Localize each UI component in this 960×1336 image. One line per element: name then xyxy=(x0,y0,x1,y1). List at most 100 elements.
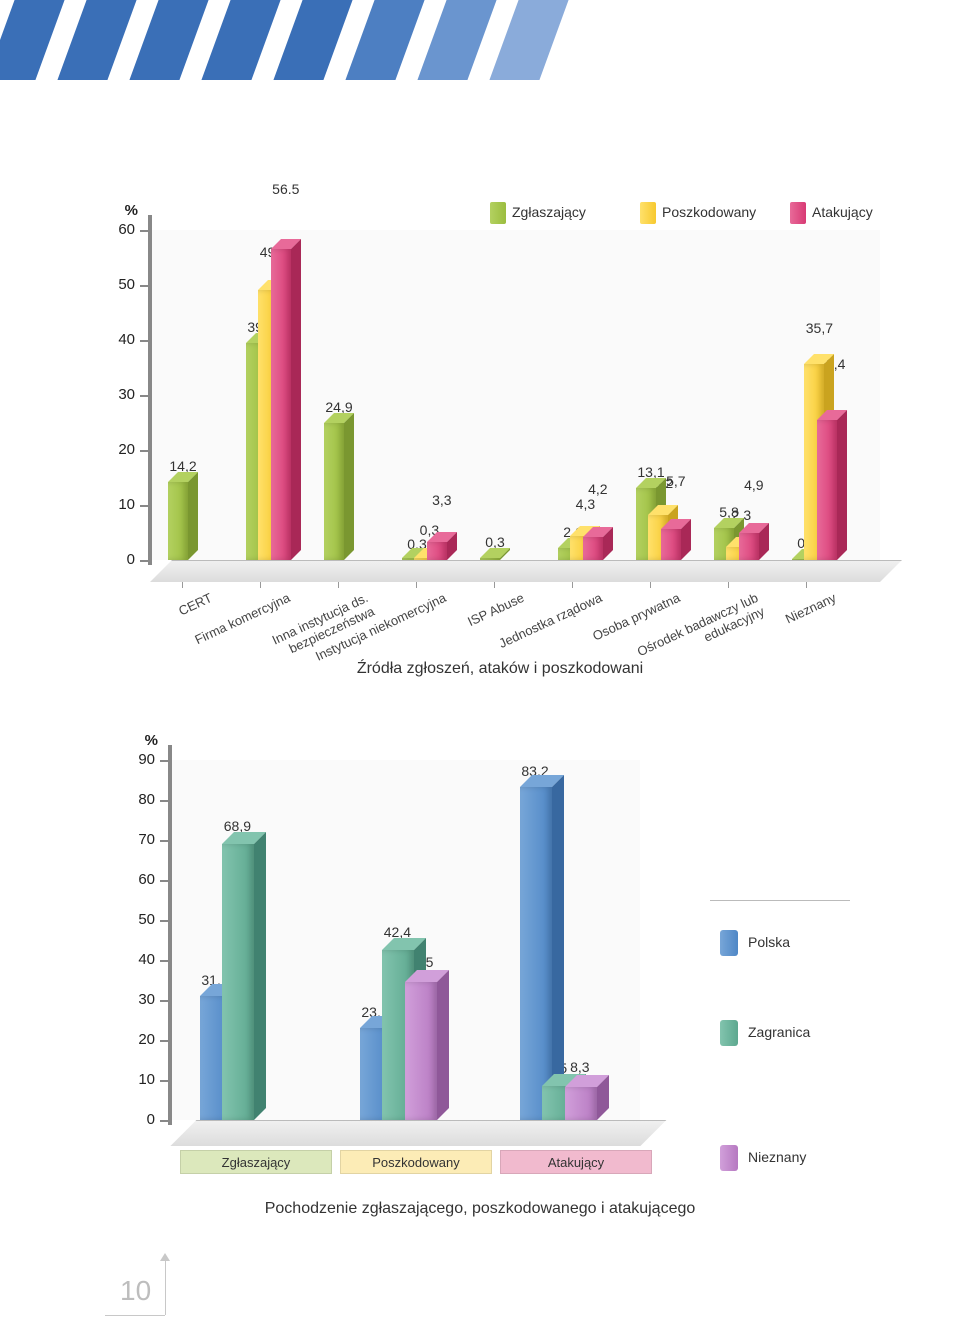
x-tick xyxy=(416,582,417,588)
y-tick xyxy=(160,840,170,842)
bar xyxy=(565,1087,597,1120)
x-category-band: Zgłaszający xyxy=(180,1150,332,1174)
header-stripe xyxy=(50,0,144,80)
header-stripe xyxy=(266,0,360,80)
bar xyxy=(405,982,437,1120)
y-axis-label: % xyxy=(108,202,138,219)
y-tick xyxy=(160,1040,170,1042)
y-tick-label: 10 xyxy=(125,1071,155,1088)
x-tick xyxy=(650,582,651,588)
y-tick xyxy=(140,505,150,507)
chart-origin: %010203040506070809031,168,923,142,434,5… xyxy=(170,760,760,1240)
x-category-band: Atakujący xyxy=(500,1150,652,1174)
x-tick xyxy=(260,582,261,588)
y-tick-label: 30 xyxy=(125,991,155,1008)
header-stripe xyxy=(482,0,576,80)
y-tick-label: 70 xyxy=(125,831,155,848)
x-tick xyxy=(728,582,729,588)
bar xyxy=(168,482,188,560)
x-tick xyxy=(494,582,495,588)
y-tick-label: 60 xyxy=(105,221,135,238)
legend-swatch xyxy=(640,202,656,224)
y-tick-label: 40 xyxy=(105,331,135,348)
bar xyxy=(324,423,344,560)
legend-swatch xyxy=(720,1020,738,1046)
value-label: 3,3 xyxy=(419,492,465,508)
y-tick-label: 0 xyxy=(125,1111,155,1128)
y-tick xyxy=(160,960,170,962)
y-tick xyxy=(160,760,170,762)
y-tick xyxy=(140,230,150,232)
x-category-label: CERT xyxy=(63,590,214,671)
legend-swatch xyxy=(720,1145,738,1171)
legend-divider xyxy=(710,900,850,901)
y-tick xyxy=(160,1000,170,1002)
bars-container: 14,239,449,156.524,90,30,33,30,32,14,34,… xyxy=(150,230,880,560)
y-tick-label: 90 xyxy=(125,751,155,768)
chart2-caption: Pochodzenie zgłaszającego, poszkodowaneg… xyxy=(220,1200,740,1218)
header-stripe xyxy=(410,0,504,80)
x-tick xyxy=(182,582,183,588)
bar xyxy=(583,537,603,560)
bar xyxy=(427,542,447,560)
header-stripe xyxy=(194,0,288,80)
legend-label: Zagranica xyxy=(748,1024,810,1040)
bar xyxy=(520,787,552,1120)
chart1-caption: Źródła zgłoszeń, ataków i poszkodowani xyxy=(250,660,750,678)
plot-floor xyxy=(170,1120,666,1146)
value-label: 35,7 xyxy=(796,320,842,336)
plot-floor xyxy=(150,560,902,582)
y-tick xyxy=(140,285,150,287)
legend-label: Zgłaszający xyxy=(512,204,586,220)
bar xyxy=(480,558,500,560)
legend-label: Atakujący xyxy=(812,204,873,220)
y-tick xyxy=(160,880,170,882)
y-tick xyxy=(160,1120,170,1122)
value-label: 4,2 xyxy=(575,481,621,497)
legend-label: Nieznany xyxy=(748,1149,806,1165)
value-label: 4,3 xyxy=(562,496,608,512)
y-tick xyxy=(160,1080,170,1082)
y-tick xyxy=(160,800,170,802)
page-number-decoration xyxy=(165,1260,166,1315)
bar xyxy=(739,533,759,560)
legend-swatch xyxy=(720,930,738,956)
y-tick xyxy=(140,450,150,452)
y-tick-label: 30 xyxy=(105,386,135,403)
legend-label: Polska xyxy=(748,934,790,950)
header-stripe xyxy=(338,0,432,80)
page-number-baseline xyxy=(105,1315,165,1316)
y-tick xyxy=(140,340,150,342)
value-label: 4,9 xyxy=(731,477,777,493)
y-tick-label: 40 xyxy=(125,951,155,968)
bar xyxy=(271,249,291,560)
x-category-band: Poszkodowany xyxy=(340,1150,492,1174)
page-number: 10 xyxy=(120,1275,151,1307)
x-tick xyxy=(806,582,807,588)
y-tick-label: 50 xyxy=(105,276,135,293)
bar xyxy=(661,529,681,560)
x-tick xyxy=(572,582,573,588)
legend-swatch xyxy=(490,202,506,224)
legend-swatch xyxy=(790,202,806,224)
y-tick-label: 20 xyxy=(125,1031,155,1048)
header-stripes xyxy=(0,0,960,80)
page-number-arrow-icon xyxy=(160,1253,170,1261)
y-tick xyxy=(140,395,150,397)
y-tick-label: 10 xyxy=(105,496,135,513)
legend-label: Poszkodowany xyxy=(662,204,756,220)
y-tick xyxy=(160,920,170,922)
y-tick-label: 0 xyxy=(105,551,135,568)
value-label: 56.5 xyxy=(263,181,309,197)
y-tick xyxy=(140,560,150,562)
x-tick xyxy=(338,582,339,588)
chart-sources: %010203040506014,239,449,156.524,90,30,3… xyxy=(150,230,960,680)
bar xyxy=(222,844,254,1120)
y-tick-label: 20 xyxy=(105,441,135,458)
y-axis-label: % xyxy=(128,732,158,749)
y-tick-label: 80 xyxy=(125,791,155,808)
header-stripe xyxy=(122,0,216,80)
y-tick-label: 50 xyxy=(125,911,155,928)
y-tick-label: 60 xyxy=(125,871,155,888)
bars-container: 31,168,923,142,434,583,28,58,3 xyxy=(170,760,640,1120)
